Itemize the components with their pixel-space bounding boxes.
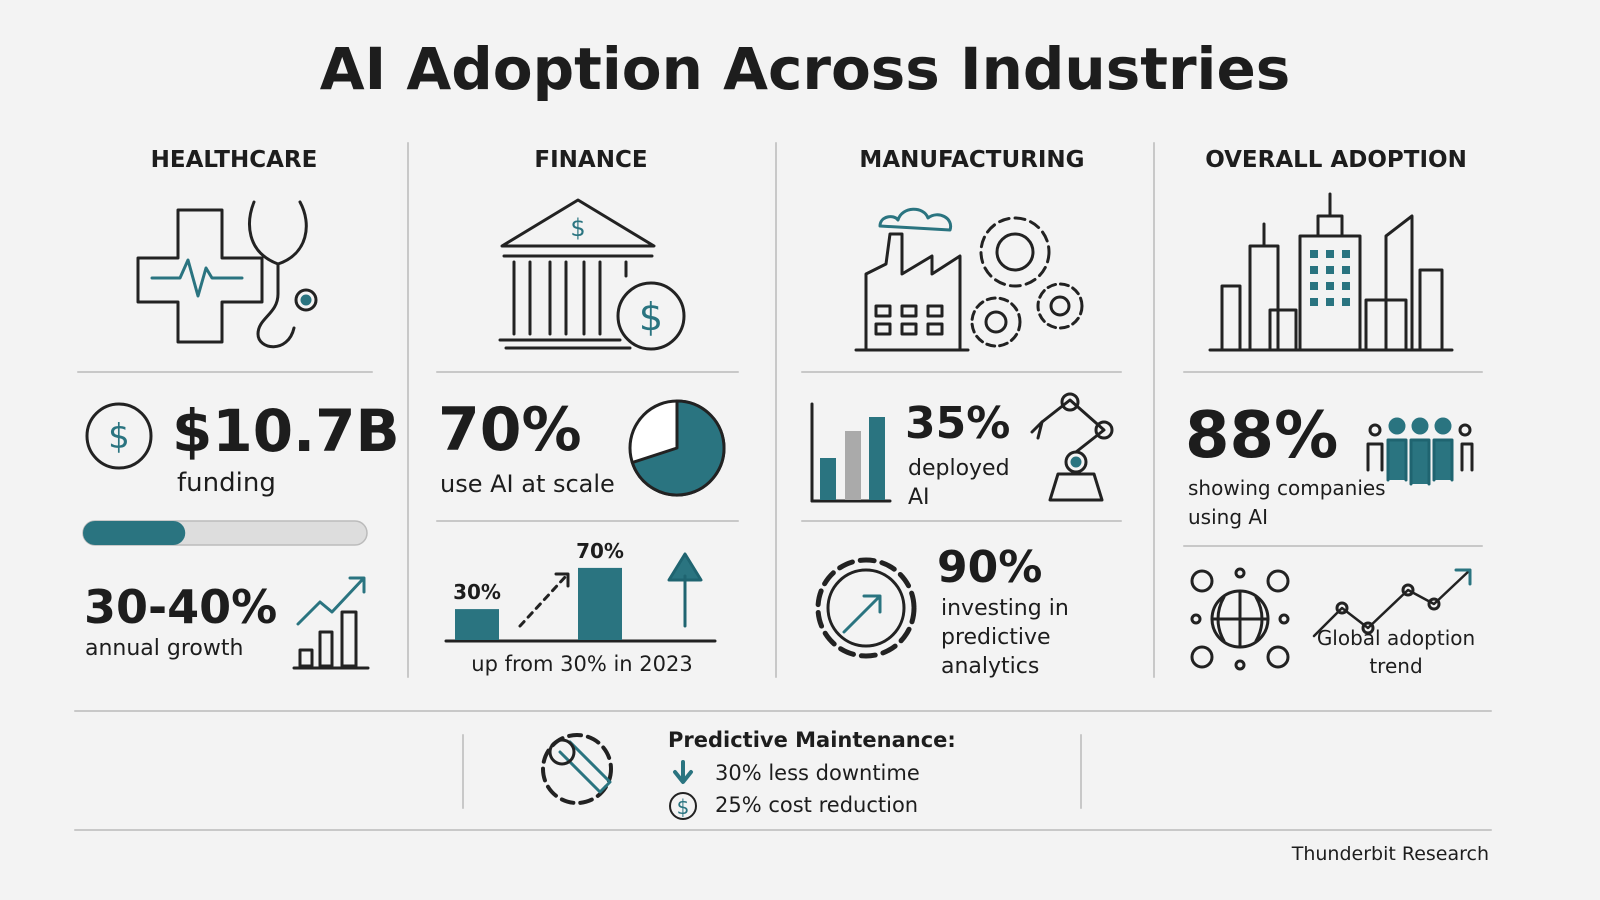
stat-label: use AI at scale — [440, 470, 615, 498]
dollar-sign: $ — [677, 795, 690, 819]
progress-fill — [83, 521, 186, 545]
stat: 30-40% — [84, 580, 278, 634]
footer-item: 25% cost reduction — [715, 793, 919, 817]
footer-item: 30% less downtime — [715, 761, 920, 785]
stat: 88% — [1185, 399, 1339, 473]
heading: HEALTHCARE — [150, 147, 318, 173]
svg-text:$: $ — [570, 214, 585, 242]
stat: $10.7B — [172, 397, 400, 465]
title: AI Adoption Across Industries — [319, 35, 1291, 103]
stat-label: annual growth — [85, 636, 244, 661]
value-label: 70% — [576, 539, 624, 563]
trend-label: Global adoption trend — [1316, 626, 1476, 678]
medical-icon — [136, 200, 318, 349]
dollar-icon — [669, 792, 697, 820]
bar-icon — [810, 402, 892, 503]
stat-label: funding — [177, 468, 276, 498]
stat-label: investing in predictive analytics — [941, 596, 1069, 679]
stat-label: deployed AI — [908, 456, 1010, 510]
finance-chart-axes — [444, 552, 717, 643]
svg-text:$: $ — [639, 295, 663, 339]
factory-icon — [854, 207, 1084, 352]
heading: FINANCE — [534, 147, 648, 173]
down-arrow-icon — [673, 760, 693, 784]
stat: 90% — [937, 542, 1043, 593]
bar — [455, 609, 499, 640]
stat-label: showing companies using AI — [1188, 476, 1386, 529]
dollar-sign: $ — [108, 417, 130, 457]
dividers — [74, 142, 1492, 831]
people-icon — [1366, 417, 1474, 486]
chart-caption: up from 30% in 2023 — [471, 652, 693, 676]
stat: 70% — [438, 395, 582, 465]
bar — [578, 567, 622, 640]
heading: MANUFACTURING — [859, 147, 1085, 173]
dollar-icon — [85, 402, 153, 470]
trend-icon — [1312, 568, 1472, 638]
robot-arm-icon — [1030, 392, 1114, 502]
value-label: 30% — [453, 580, 501, 604]
network-icon — [1190, 567, 1290, 671]
footer-heading: Predictive Maintenance: — [668, 728, 956, 752]
growth-icon — [292, 576, 370, 670]
pie-slice — [630, 399, 726, 497]
heading: OVERALL ADOPTION — [1205, 147, 1467, 173]
stat: 35% — [905, 398, 1011, 449]
wrench-gear-icon — [541, 733, 613, 805]
bank-icon: $ $ — [498, 198, 686, 351]
source: Thunderbit Research — [1291, 843, 1489, 865]
gear-arrow-icon — [815, 557, 917, 659]
city-icon — [1208, 192, 1454, 352]
